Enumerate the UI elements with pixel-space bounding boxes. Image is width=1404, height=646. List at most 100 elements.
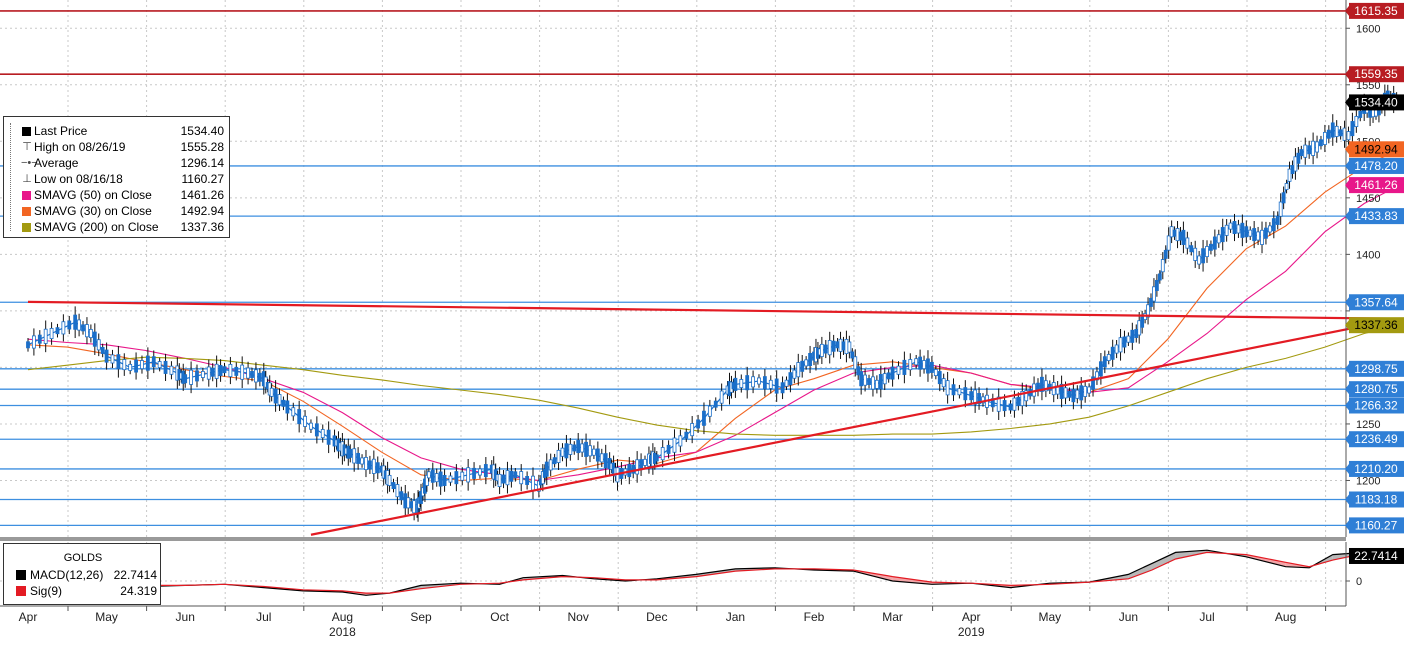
- legend-value: 1461.26: [180, 188, 224, 202]
- price-candle-body: [963, 387, 968, 401]
- price-candle-body: [878, 374, 883, 390]
- x-month-label-Jul: Jul: [256, 610, 271, 624]
- price-candle-body: [399, 491, 404, 501]
- price-candle-body: [788, 372, 793, 386]
- price-candle-body: [426, 471, 431, 479]
- level-tag-1266.32-pointer: [1345, 400, 1349, 411]
- legend-label: High on 08/26/19: [34, 140, 126, 154]
- price-candle-body: [442, 474, 447, 486]
- x-month-label-Aug: Aug: [1275, 610, 1296, 624]
- price-candle-body: [572, 444, 577, 452]
- price-candle-body: [1346, 131, 1351, 141]
- price-candle-body: [314, 423, 319, 437]
- price-candle-body: [1212, 236, 1217, 250]
- level-tag-1433.83: 1433.83: [1354, 209, 1398, 223]
- price-candle-body: [454, 471, 459, 485]
- macd-legend-swatch: [16, 570, 26, 580]
- macd-tick-label: 0: [1356, 576, 1362, 588]
- price-candle-body: [163, 360, 168, 374]
- price-candle-body: [1354, 116, 1359, 128]
- price-candle-body: [387, 474, 392, 486]
- price-candle-body: [200, 371, 205, 378]
- price-candle-body: [1323, 131, 1327, 145]
- x-month-label-Jan: Jan: [726, 610, 745, 624]
- price-candle-body: [690, 423, 695, 437]
- legend-swatch: [22, 127, 31, 136]
- level-tag-1478.20-bg: [1349, 157, 1404, 174]
- x-month-label-Apr: Apr: [962, 610, 981, 624]
- macd-legend: GOLDS MACD(12,26) 22.7414 Sig(9) 24.319: [3, 543, 161, 605]
- price-candle-body: [896, 365, 901, 375]
- price-candle-body: [1163, 249, 1168, 259]
- price-candle-body: [85, 324, 89, 338]
- price-candle-body: [1181, 229, 1186, 245]
- legend-label: Average: [34, 156, 79, 170]
- price-candle-body: [1002, 400, 1007, 412]
- price-candle-body: [240, 364, 245, 380]
- price-candle-body: [1149, 297, 1153, 307]
- price-candle-body: [762, 376, 767, 390]
- price-candle-body: [902, 359, 907, 375]
- price-candle-body: [26, 341, 30, 349]
- level-tag-1266.32-bg: [1349, 397, 1404, 414]
- price-candle-body: [780, 382, 785, 394]
- price-candle-body: [847, 341, 852, 353]
- price-candle-body: [478, 468, 482, 476]
- value-tag-1461.26-bg: [1349, 177, 1404, 194]
- price-grid: [0, 0, 1346, 537]
- price-candle-body: [110, 354, 115, 364]
- price-candle-body: [945, 380, 950, 396]
- level-tag-1183.18: 1183.18: [1355, 492, 1398, 506]
- x-month-label-Dec: Dec: [646, 610, 667, 624]
- legend-row: ⊤ High on 08/26/19 1555.28: [4, 139, 229, 155]
- price-candle-body: [472, 467, 476, 479]
- price-candle-body: [672, 437, 677, 453]
- price-candle-body: [1338, 129, 1343, 137]
- level-tag-1559.35-pointer: [1345, 69, 1349, 80]
- price-candle-body: [519, 471, 524, 485]
- price-candle-body: [466, 467, 471, 483]
- x-month-label-Jun: Jun: [1119, 610, 1138, 624]
- price-candle-body: [1063, 387, 1068, 399]
- level-tag-1298.75-pointer: [1345, 363, 1349, 374]
- price-candle-body: [391, 482, 396, 490]
- price-candle-body: [666, 444, 671, 454]
- price-candle-body: [1079, 385, 1084, 401]
- price-candle-body: [1252, 228, 1257, 242]
- series-smavg-50-on-close: [27, 184, 1400, 482]
- price-candle-body: [1043, 380, 1048, 392]
- price-candle-body: [853, 356, 858, 370]
- macd-legend-row: Sig(9) 24.319: [4, 583, 160, 599]
- price-candle-body: [1307, 145, 1312, 155]
- price-candle-body: [77, 319, 81, 331]
- price-candle-body: [544, 461, 549, 477]
- price-candle-body: [719, 390, 724, 404]
- price-candle-body: [800, 360, 805, 372]
- price-candle-body: [501, 474, 506, 484]
- price-candle-body: [1102, 356, 1107, 368]
- price-candle-body: [1358, 111, 1363, 118]
- price-candle-body: [320, 429, 325, 439]
- price-candle-body: [254, 369, 258, 383]
- low-marker-icon: ⊥: [22, 173, 32, 185]
- x-month-label-Jun: Jun: [176, 610, 195, 624]
- price-candle-body: [867, 378, 871, 386]
- value-tag-1534.40: 1534.40: [1354, 95, 1398, 109]
- value-tag-1337.36-pointer: [1345, 320, 1349, 331]
- price-candle-body: [1271, 218, 1276, 232]
- x-month-label-Apr: Apr: [19, 610, 38, 624]
- x-month-label-Nov: Nov: [568, 610, 589, 624]
- price-candle-body: [1095, 371, 1099, 381]
- price-candle-body: [210, 367, 215, 377]
- legend-value: 1492.94: [180, 204, 224, 218]
- price-candle-body: [1311, 140, 1316, 156]
- legend-swatch: [22, 223, 31, 232]
- price-candle-body: [1040, 376, 1044, 392]
- price-candle-body: [140, 360, 144, 370]
- legend-label: SMAVG (30) on Close: [34, 204, 152, 218]
- price-candle-body: [531, 475, 535, 491]
- macd-legend-value: 24.319: [120, 584, 157, 598]
- price-candle-body: [246, 367, 250, 379]
- price-candle-body: [1193, 247, 1198, 261]
- price-candle-body: [926, 358, 930, 374]
